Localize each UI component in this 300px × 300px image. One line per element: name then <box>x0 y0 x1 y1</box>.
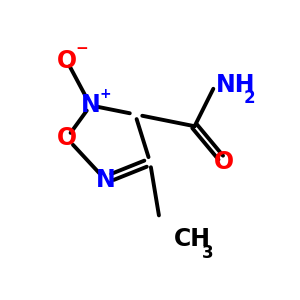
Text: 2: 2 <box>244 89 255 107</box>
Text: N: N <box>81 93 100 117</box>
Text: +: + <box>100 86 111 100</box>
Text: O: O <box>214 150 234 174</box>
Text: CH: CH <box>174 227 211 251</box>
Text: O: O <box>57 126 77 150</box>
Text: 3: 3 <box>202 244 214 262</box>
Text: N: N <box>95 168 115 192</box>
Text: NH: NH <box>215 73 255 97</box>
Text: O: O <box>57 49 77 73</box>
Text: −: − <box>75 41 88 56</box>
